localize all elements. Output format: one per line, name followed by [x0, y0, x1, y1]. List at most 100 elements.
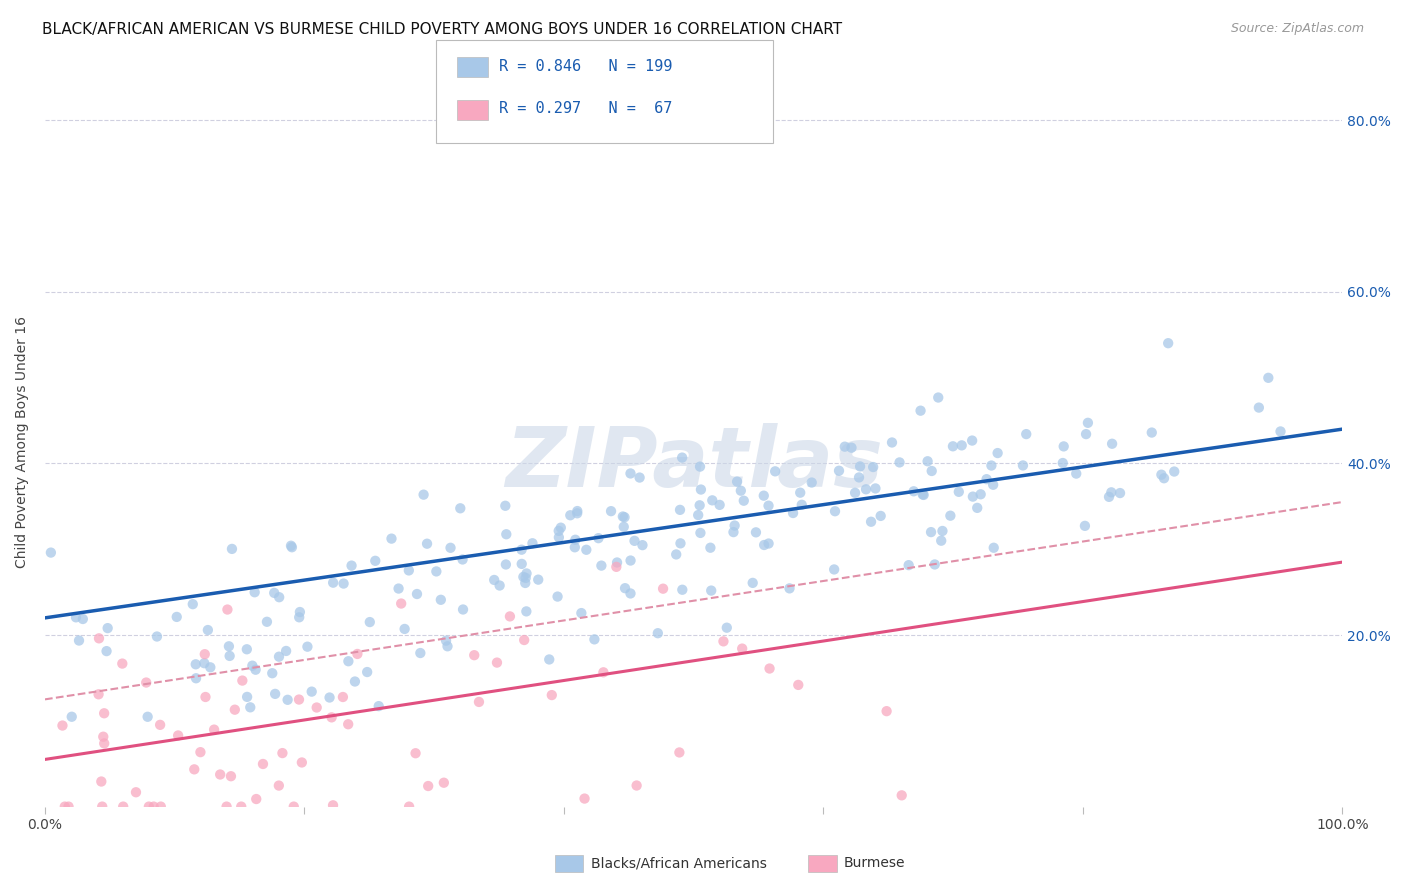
Point	[288, 610, 311, 624]
Text: ZIPatlas: ZIPatlas	[505, 424, 883, 504]
Point	[91, 730, 114, 744]
Point	[1157, 336, 1180, 351]
Point	[724, 518, 747, 533]
Point	[39, 545, 62, 559]
Point	[515, 566, 537, 581]
Point	[700, 583, 723, 598]
Point	[865, 482, 887, 496]
Point	[730, 483, 752, 498]
Point	[1153, 471, 1175, 485]
Point	[962, 490, 984, 504]
Point	[269, 591, 291, 605]
Text: Burmese: Burmese	[844, 856, 905, 871]
Point	[1077, 416, 1099, 430]
Point	[167, 729, 190, 743]
Point	[880, 435, 903, 450]
Point	[834, 440, 856, 454]
Point	[824, 504, 846, 518]
Point	[605, 559, 627, 574]
Point	[90, 774, 112, 789]
Point	[538, 652, 561, 666]
Text: R = 0.297   N =  67: R = 0.297 N = 67	[499, 102, 672, 116]
Point	[280, 539, 302, 553]
Point	[540, 688, 562, 702]
Point	[297, 640, 319, 654]
Point	[547, 524, 569, 538]
Point	[87, 632, 110, 646]
Point	[433, 775, 456, 789]
Point	[515, 571, 537, 585]
Point	[927, 391, 949, 405]
Point	[138, 799, 160, 814]
Y-axis label: Child Poverty Among Boys Under 16: Child Poverty Among Boys Under 16	[15, 316, 30, 568]
Point	[723, 525, 745, 540]
Point	[619, 467, 641, 481]
Point	[485, 656, 508, 670]
Point	[981, 477, 1004, 491]
Point	[612, 509, 634, 524]
Point	[322, 798, 344, 813]
Point	[343, 674, 366, 689]
Point	[218, 640, 240, 654]
Point	[200, 660, 222, 674]
Point	[51, 718, 73, 732]
Point	[97, 621, 120, 635]
Point	[889, 455, 911, 469]
Point	[614, 581, 637, 595]
Point	[547, 530, 569, 544]
Point	[394, 622, 416, 636]
Point	[243, 585, 266, 599]
Point	[1163, 465, 1185, 479]
Point	[912, 488, 935, 502]
Point	[702, 493, 724, 508]
Point	[364, 554, 387, 568]
Point	[631, 538, 654, 552]
Point	[790, 498, 813, 512]
Point	[405, 746, 427, 760]
Point	[752, 538, 775, 552]
Point	[217, 602, 239, 616]
Point	[337, 654, 360, 668]
Point	[1247, 401, 1270, 415]
Point	[332, 690, 354, 704]
Point	[987, 446, 1010, 460]
Point	[567, 506, 589, 520]
Point	[93, 736, 115, 750]
Point	[613, 510, 636, 524]
Point	[613, 520, 636, 534]
Point	[689, 525, 711, 540]
Point	[142, 799, 165, 814]
Point	[281, 541, 304, 555]
Point	[231, 673, 253, 688]
Point	[855, 483, 877, 497]
Point	[301, 684, 323, 698]
Point	[181, 597, 204, 611]
Point	[451, 602, 474, 616]
Point	[65, 610, 87, 624]
Point	[876, 704, 898, 718]
Point	[1257, 371, 1279, 385]
Point	[741, 575, 763, 590]
Point	[184, 671, 207, 685]
Point	[184, 657, 207, 672]
Point	[789, 485, 811, 500]
Point	[256, 615, 278, 629]
Point	[1150, 467, 1173, 482]
Point	[960, 434, 983, 448]
Point	[652, 582, 675, 596]
Point	[841, 441, 863, 455]
Text: Blacks/African Americans: Blacks/African Americans	[591, 856, 766, 871]
Point	[669, 503, 692, 517]
Point	[713, 634, 735, 648]
Point	[494, 499, 516, 513]
Point	[948, 484, 970, 499]
Point	[800, 475, 823, 490]
Point	[135, 675, 157, 690]
Point	[67, 633, 90, 648]
Point	[600, 504, 623, 518]
Point	[628, 470, 651, 484]
Point	[976, 472, 998, 486]
Point	[862, 460, 884, 475]
Point	[897, 558, 920, 573]
Point	[288, 692, 311, 706]
